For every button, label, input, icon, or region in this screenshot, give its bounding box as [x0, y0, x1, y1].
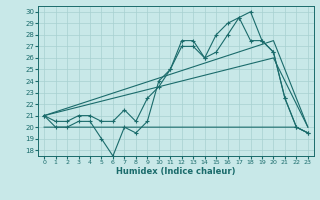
X-axis label: Humidex (Indice chaleur): Humidex (Indice chaleur)	[116, 167, 236, 176]
